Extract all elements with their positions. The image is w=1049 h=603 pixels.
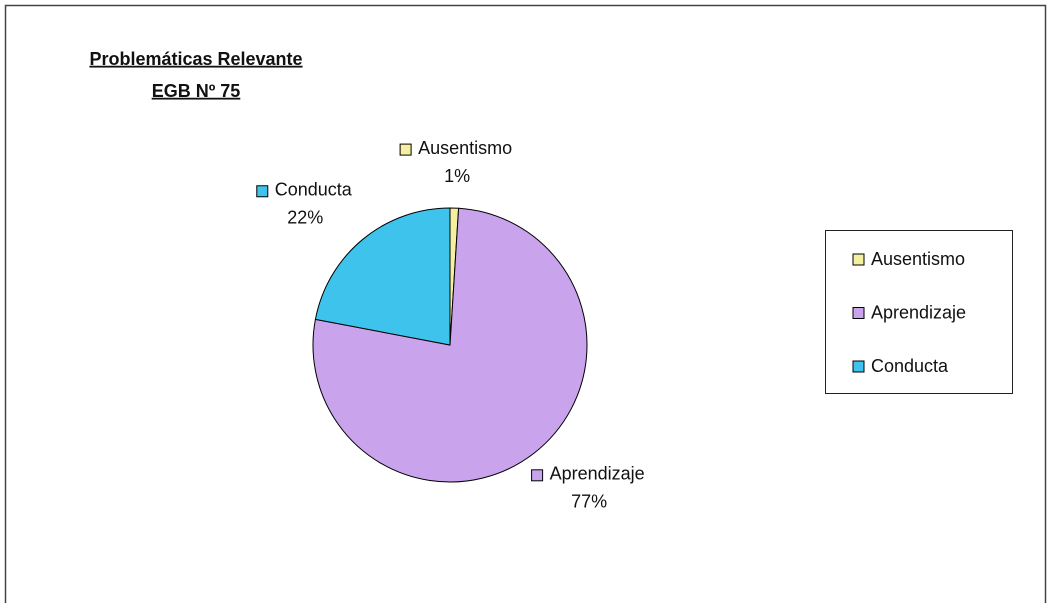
chart-frame: [4, 4, 1047, 603]
pie-slice: [314, 207, 451, 346]
slice-value-label: 22%: [287, 208, 323, 228]
slice-label-swatch: [531, 469, 544, 482]
slice-label: Aprendizaje: [550, 464, 645, 484]
slice-value-label: 77%: [571, 492, 607, 512]
legend-label: Aprendizaje: [871, 302, 966, 322]
legend-swatch: [852, 253, 865, 266]
legend-swatch: [852, 360, 865, 373]
slice-value-label: 1%: [444, 166, 470, 186]
legend-swatch: [852, 307, 865, 319]
slice-label: Ausentismo: [418, 138, 512, 158]
chart-subtitle: EGB Nº 75: [152, 81, 241, 101]
legend-label: Conducta: [871, 356, 949, 376]
slice-label-swatch: [256, 185, 269, 198]
slice-label-swatch: [399, 143, 412, 156]
chart-title: Problemáticas Relevante: [89, 49, 302, 69]
slice-label: Conducta: [275, 180, 353, 200]
legend-label: Ausentismo: [871, 249, 965, 269]
